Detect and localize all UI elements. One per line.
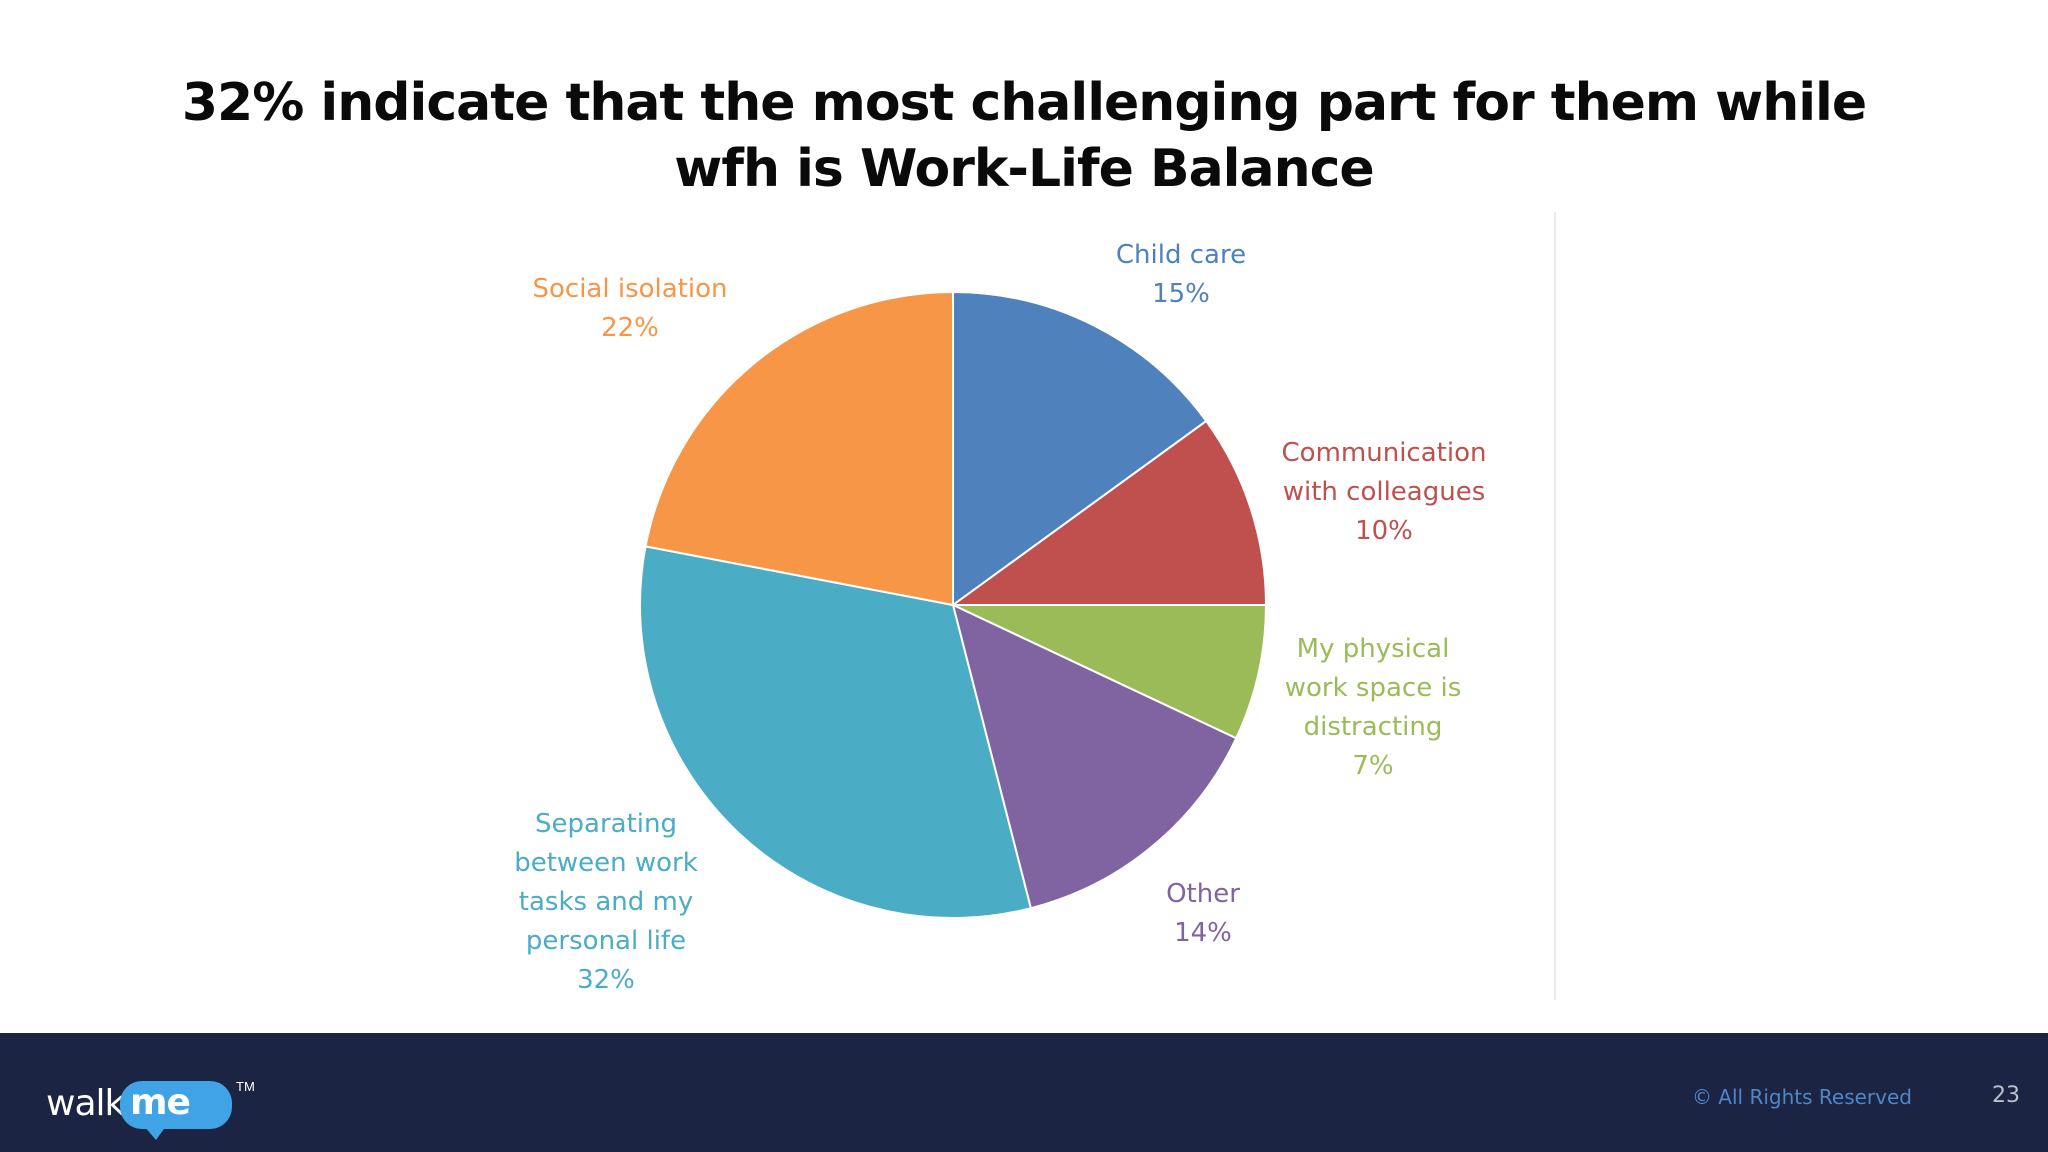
slice-category-label: Separating bbox=[535, 809, 677, 839]
logo-speech-bubble-icon: me bbox=[120, 1081, 232, 1140]
slice-value-label: 10% bbox=[1355, 516, 1413, 546]
slide-title-line-2: wfh is Work-Life Balance bbox=[674, 139, 1374, 199]
divider-line bbox=[1554, 212, 1556, 1000]
walkme-logo[interactable]: walk me TM bbox=[46, 1079, 255, 1143]
slice-category-label: Social isolation bbox=[533, 274, 728, 304]
slice-value-label: 32% bbox=[577, 965, 635, 995]
slice-label: Other 14% bbox=[1166, 879, 1240, 948]
slice-category-label: work space is bbox=[1285, 673, 1462, 703]
slice-label: Child care 15% bbox=[1116, 240, 1246, 309]
logo-me-text: me bbox=[130, 1082, 191, 1123]
slide-title-line-1: 32% indicate that the most challenging p… bbox=[181, 73, 1867, 133]
pie-slice bbox=[952, 604, 1268, 740]
pie-slices bbox=[638, 290, 1268, 919]
pie-slice bbox=[952, 290, 1208, 607]
slice-category-label: tasks and my bbox=[519, 887, 693, 917]
slice-label: Communication with colleagues 10% bbox=[1282, 438, 1487, 546]
logo-walk-text: walk bbox=[46, 1083, 125, 1124]
slice-category-label: between work bbox=[514, 848, 698, 878]
slice-label: Separating between work tasks and my person… bbox=[514, 809, 698, 995]
slice-category-label: distracting bbox=[1304, 712, 1443, 742]
slice-category-label: with colleagues bbox=[1283, 477, 1486, 507]
slice-value-label: 15% bbox=[1152, 279, 1210, 309]
slice-value-label: 22% bbox=[601, 313, 659, 343]
slice-label: Social isolation 22% bbox=[533, 274, 728, 343]
slice-category-label: personal life bbox=[526, 926, 686, 956]
copyright-text: © All Rights Reserved bbox=[1691, 1085, 1912, 1109]
footer-bar: walk me TM © All Rights Reserved 23 bbox=[0, 1033, 2048, 1152]
slide-title: 32% indicate that the most challenging p… bbox=[0, 70, 2048, 202]
slice-label: My physical work space is distracting 7% bbox=[1285, 634, 1462, 781]
slice-category-label: My physical bbox=[1297, 634, 1450, 664]
pie-slice bbox=[638, 545, 1033, 919]
slice-value-label: 7% bbox=[1352, 751, 1393, 781]
logo-trademark: TM bbox=[236, 1079, 255, 1094]
pie-slice bbox=[644, 290, 954, 607]
pie-labels: Child care 15% Communication with colleague… bbox=[514, 240, 1486, 995]
pie-slice bbox=[951, 603, 1238, 910]
slice-category-label: Child care bbox=[1116, 240, 1246, 270]
pie-slice bbox=[949, 419, 1268, 606]
slice-value-label: 14% bbox=[1174, 918, 1232, 948]
page-number: 23 bbox=[1992, 1083, 2020, 1108]
slice-category-label: Communication bbox=[1282, 438, 1487, 468]
slice-category-label: Other bbox=[1166, 879, 1240, 909]
